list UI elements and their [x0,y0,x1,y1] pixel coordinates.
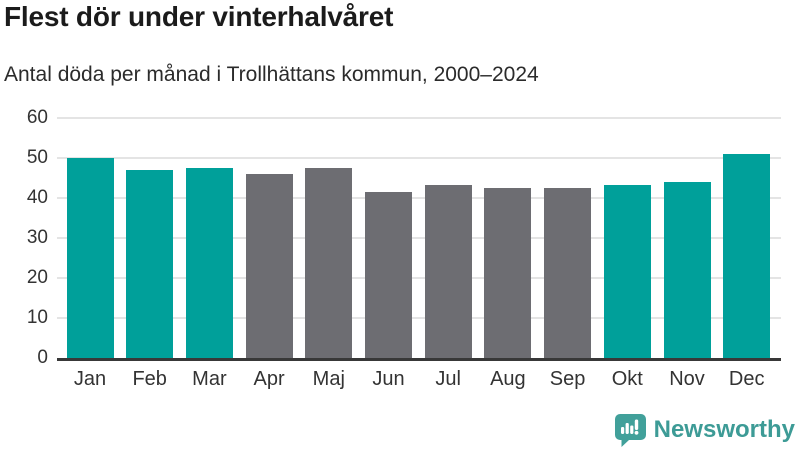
newsworthy-logo-icon [614,414,646,447]
gridline-10 [57,317,781,319]
y-axis-tick-label-20: 20 [26,267,48,288]
bar-sep [544,188,592,358]
chart-title: Flest dör under vinterhalvåret [4,1,394,32]
bar-feb [126,170,174,358]
gridline-60 [57,117,781,119]
y-axis-tick-label-0: 0 [37,347,48,368]
bar-okt [603,184,651,358]
bar-dec [723,154,771,358]
bar-maj [305,167,353,358]
bar-apr [245,173,293,358]
x-axis-line [57,358,781,361]
x-axis-tick-label-dec: Dec [728,368,765,390]
bar-mar [185,167,233,358]
x-axis-tick-label-jun: Jun [372,368,405,390]
x-axis-tick-label-sep: Sep [549,368,586,390]
bar-nov [663,181,711,358]
brand-footer: Newsworthy [614,413,795,447]
bar-jul [424,184,472,358]
bar-aug [484,188,532,358]
x-axis-tick-label-mar: Mar [192,368,227,390]
gridline-50 [57,157,781,159]
y-axis-tick-label-60: 60 [26,107,48,128]
x-axis-tick-label-okt: Okt [611,368,643,390]
x-axis-tick-label-aug: Aug [490,368,526,390]
x-axis-tick-label-feb: Feb [132,368,167,390]
x-axis-tick-label-jan: Jan [73,368,107,390]
gridline-40 [57,197,781,199]
brand-name: Newsworthy [653,416,795,443]
chart-subtitle: Antal döda per månad i Trollhättans komm… [4,63,539,86]
bar-jan [66,157,114,358]
y-axis-tick-label-40: 40 [26,187,48,208]
y-axis-tick-label-10: 10 [26,307,48,328]
bar-jun [365,191,412,358]
y-axis-tick-label-30: 30 [26,227,48,248]
x-axis-tick-label-jul: Jul [435,368,461,390]
x-axis-tick-label-maj: Maj [312,368,345,390]
gridline-20 [57,277,781,279]
gridline-30 [57,237,781,239]
x-axis-tick-label-nov: Nov [669,368,705,390]
y-axis-tick-label-50: 50 [26,147,48,168]
x-axis-tick-label-apr: Apr [253,368,285,390]
